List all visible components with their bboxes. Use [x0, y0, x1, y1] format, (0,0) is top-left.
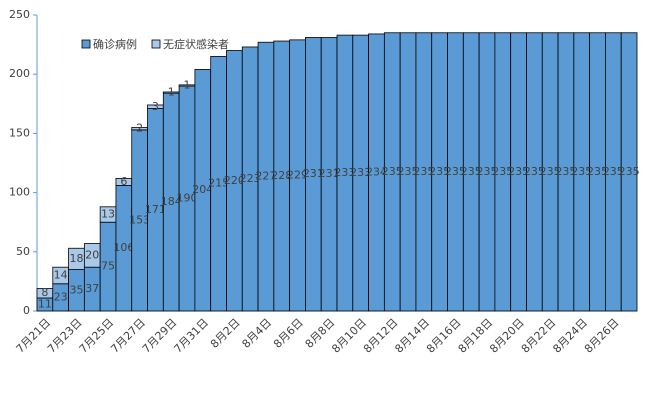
data-label: 171 — [145, 203, 166, 216]
data-label: 106 — [113, 241, 134, 254]
data-label: 215 — [208, 177, 229, 190]
data-label: 231 — [303, 167, 324, 180]
legend-swatch — [151, 39, 161, 49]
data-label: 8 — [41, 286, 48, 299]
data-label: 235 — [413, 165, 434, 178]
data-label: 11 — [38, 297, 52, 310]
data-label: 235 — [603, 165, 624, 178]
data-label: 235 — [477, 165, 498, 178]
data-label: 234 — [366, 165, 387, 178]
x-tick-label: 8月26日 — [582, 316, 622, 356]
data-label: 184 — [161, 195, 182, 208]
data-label: 3 — [152, 100, 159, 113]
data-label: 233 — [334, 166, 355, 179]
data-label: 235 — [508, 165, 529, 178]
y-tick-label: 0 — [23, 304, 30, 317]
data-label: 223 — [240, 172, 261, 185]
data-label: 231 — [319, 167, 340, 180]
data-label: 229 — [287, 168, 308, 181]
data-label: 6 — [120, 175, 127, 188]
y-tick-label: 200 — [9, 67, 30, 80]
legend-swatch — [81, 39, 91, 49]
data-label: 235 — [540, 165, 561, 178]
data-label: 18 — [69, 252, 83, 265]
data-label: 35 — [69, 283, 83, 296]
data-label: 235 — [445, 165, 466, 178]
x-tick-label: 8月6日 — [271, 316, 306, 351]
data-label: 153 — [129, 213, 150, 226]
data-label: 13 — [101, 208, 115, 221]
data-label: 228 — [271, 169, 292, 182]
data-label: 235 — [398, 165, 419, 178]
x-tick-label: 8月4日 — [240, 316, 275, 351]
bar-segment — [620, 32, 638, 312]
y-tick-label: 150 — [9, 126, 30, 139]
data-label: 235 — [429, 165, 450, 178]
data-label: 235 — [619, 165, 640, 178]
data-label: 1 — [184, 78, 191, 91]
data-label: 235 — [382, 165, 403, 178]
legend-label: 确诊病例 — [93, 37, 137, 51]
data-label: 220 — [224, 174, 245, 187]
x-tick-label: 8月2日 — [208, 316, 243, 351]
data-label: 14 — [54, 268, 68, 281]
data-label: 227 — [255, 170, 276, 183]
x-tick-label: 7月31日 — [171, 316, 211, 356]
data-label: 235 — [461, 165, 482, 178]
data-label: 1 — [168, 86, 175, 99]
data-label: 37 — [85, 282, 99, 295]
data-label: 23 — [54, 290, 68, 303]
data-label: 233 — [350, 166, 371, 179]
data-label: 190 — [177, 192, 198, 205]
y-tick-label: 100 — [9, 186, 30, 199]
data-label: 2 — [136, 122, 143, 135]
legend-label: 无症状感染者 — [163, 37, 229, 51]
data-label: 75 — [101, 260, 115, 273]
data-label: 204 — [192, 183, 213, 196]
data-label: 235 — [555, 165, 576, 178]
data-label: 235 — [492, 165, 513, 178]
y-tick-label: 250 — [9, 8, 30, 21]
data-label: 235 — [524, 165, 545, 178]
data-label: 20 — [85, 248, 99, 261]
y-tick-label: 50 — [16, 245, 30, 258]
data-label: 235 — [587, 165, 608, 178]
data-label: 235 — [571, 165, 592, 178]
